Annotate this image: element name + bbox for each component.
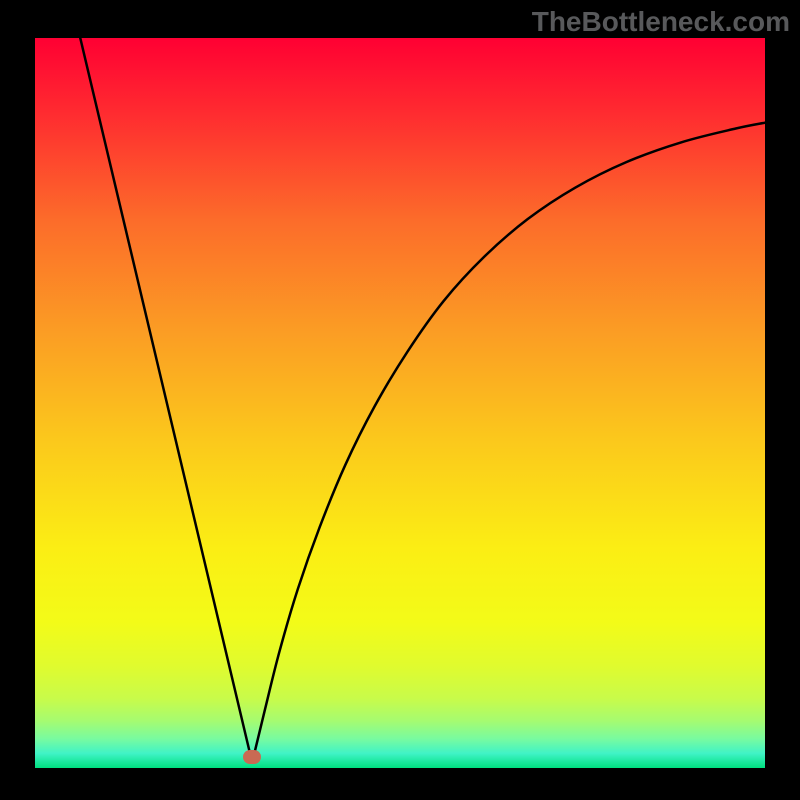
- minimum-marker: [243, 750, 261, 764]
- bottleneck-curve: [35, 38, 765, 768]
- plot-area: [35, 38, 765, 768]
- watermark-text: TheBottleneck.com: [532, 6, 790, 38]
